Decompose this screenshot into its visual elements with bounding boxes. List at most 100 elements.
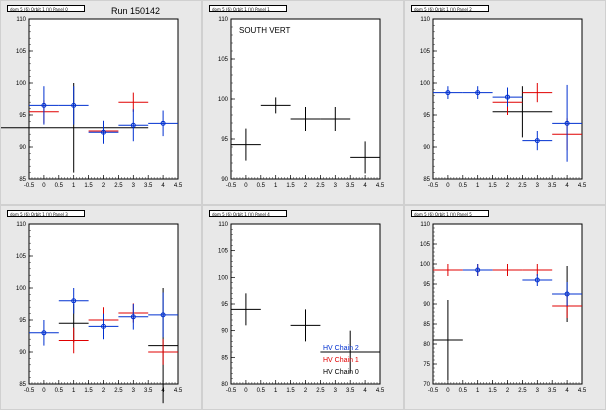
x-tick-label: 1: [274, 388, 278, 394]
blue-data-point: [148, 110, 178, 137]
legend-entry: HV Chain 0: [323, 369, 359, 376]
y-tick-label: 105: [218, 57, 229, 63]
y-tick-label: 100: [420, 262, 431, 268]
x-tick-label: 1.5: [84, 388, 93, 394]
x-tick-label: 4.5: [376, 183, 385, 189]
blue-data-point: [552, 84, 582, 162]
x-tick-label: 0: [42, 183, 46, 189]
y-tick-label: 90: [221, 329, 228, 335]
x-tick-label: -0.5: [24, 183, 35, 189]
x-tick-label: 4.5: [376, 388, 385, 394]
marker: [160, 312, 166, 318]
legend-entry: HV Chain 1: [323, 357, 359, 364]
marker: [130, 122, 136, 128]
x-tick-label: -0.5: [24, 388, 35, 394]
x-tick-label: 4: [565, 388, 569, 394]
y-tick-label: 85: [423, 322, 430, 328]
panel-title: dom 5 (6) Orbit 1 (V) Panel 4: [209, 210, 287, 217]
blue-data-point: [552, 282, 582, 306]
x-tick-label: 1.5: [84, 183, 93, 189]
plot-frame: [230, 18, 381, 180]
y-tick-label: 105: [16, 49, 27, 55]
black-data-point: [433, 300, 463, 380]
marker: [41, 102, 47, 108]
x-tick-label: 4: [363, 183, 367, 189]
x-tick-label: 2.5: [316, 388, 325, 394]
x-tick-label: 4: [161, 183, 165, 189]
x-tick-label: 2.5: [518, 388, 527, 394]
x-tick-label: 4.5: [578, 183, 587, 189]
x-tick-label: 0.5: [257, 183, 266, 189]
y-tick-label: 90: [423, 145, 430, 151]
black-data-point: [231, 128, 261, 161]
x-tick-label: 2: [304, 388, 308, 394]
x-tick-label: 0: [446, 388, 450, 394]
y-tick-label: 110: [420, 222, 430, 228]
x-tick-label: 3: [334, 183, 338, 189]
x-tick-label: 0.5: [55, 183, 64, 189]
y-tick-label: 105: [218, 249, 229, 255]
legend-entry: HV Chain 2: [323, 345, 359, 352]
marker: [160, 120, 166, 126]
red-data-point: [522, 83, 553, 103]
marker: [475, 267, 481, 273]
x-tick-label: -0.5: [428, 388, 439, 394]
x-tick-label: 4.5: [174, 388, 183, 394]
y-tick-label: 90: [221, 177, 228, 183]
black-data-point: [260, 97, 291, 114]
blue-data-point: [29, 320, 59, 346]
x-tick-label: 4.5: [174, 183, 183, 189]
y-tick-label: 100: [420, 81, 431, 87]
x-tick-label: 4: [363, 388, 367, 394]
x-tick-label: 0: [244, 388, 248, 394]
blue-data-point: [118, 109, 149, 142]
x-tick-label: 3.5: [548, 183, 557, 189]
y-tick-label: 95: [19, 113, 26, 119]
x-tick-label: 1: [274, 183, 278, 189]
plot-frame: [28, 18, 179, 180]
x-tick-label: 3: [536, 183, 540, 189]
y-tick-label: 95: [221, 302, 228, 308]
y-tick-label: 75: [423, 362, 430, 368]
y-tick-label: 110: [218, 17, 228, 23]
plot-frame: [432, 223, 583, 385]
chart-4: -0.5 0 0.5 1 1.5 2 2.5 3 3.5 4 4.5 80 85 90 95 100 105 11…: [218, 222, 385, 394]
x-tick-label: 1: [72, 183, 76, 189]
y-tick-label: 95: [423, 282, 430, 288]
x-tick-label: 2.5: [114, 388, 123, 394]
x-tick-label: 0.5: [459, 388, 468, 394]
marker: [564, 291, 570, 297]
x-tick-label: -0.5: [428, 183, 439, 189]
pad-5: dom 5 (6) Orbit 1 (V) Panel 5 -0.5 0 0.5 1 1…: [404, 205, 606, 410]
marker: [534, 138, 540, 144]
x-tick-label: 1: [72, 388, 76, 394]
black-data-point: [290, 309, 321, 342]
y-tick-label: 95: [19, 318, 26, 324]
x-tick-label: 3.5: [144, 183, 153, 189]
red-data-point: [492, 264, 523, 276]
chart-1: -0.5 0 0.5 1 1.5 2 2.5 3 3.5 4 4.5 90 95 100 105 110 SOU…: [218, 17, 385, 189]
x-tick-label: 2: [304, 183, 308, 189]
y-tick-label: 80: [221, 382, 228, 388]
x-tick-label: 0: [42, 388, 46, 394]
x-tick-label: 1.5: [286, 183, 295, 189]
red-data-point: [118, 92, 149, 112]
y-tick-label: 85: [221, 355, 228, 361]
pad-1: dom 5 (6) Orbit 1 (V) Panel 1 -0.5 0 0.5 1 1…: [202, 0, 404, 205]
blue-data-point: [148, 292, 178, 338]
pad-3: dom 5 (6) Orbit 1 (V) Panel 3 -0.5 0 0.5 1 1…: [0, 205, 202, 410]
marker: [445, 90, 451, 96]
x-tick-label: 2: [102, 388, 106, 394]
black-data-point: [492, 86, 553, 138]
blue-data-point: [88, 120, 119, 144]
panel-title: dom 5 (6) Orbit 1 (V) Panel 3: [7, 210, 85, 217]
y-tick-label: 80: [423, 342, 430, 348]
black-data-point: [231, 293, 261, 326]
blue-data-point: [462, 264, 493, 276]
x-tick-label: 4: [565, 183, 569, 189]
x-tick-label: 1: [476, 388, 480, 394]
plot-frame: [230, 223, 381, 385]
y-tick-label: 90: [19, 145, 26, 151]
red-data-point: [148, 339, 178, 365]
marker: [101, 323, 106, 329]
